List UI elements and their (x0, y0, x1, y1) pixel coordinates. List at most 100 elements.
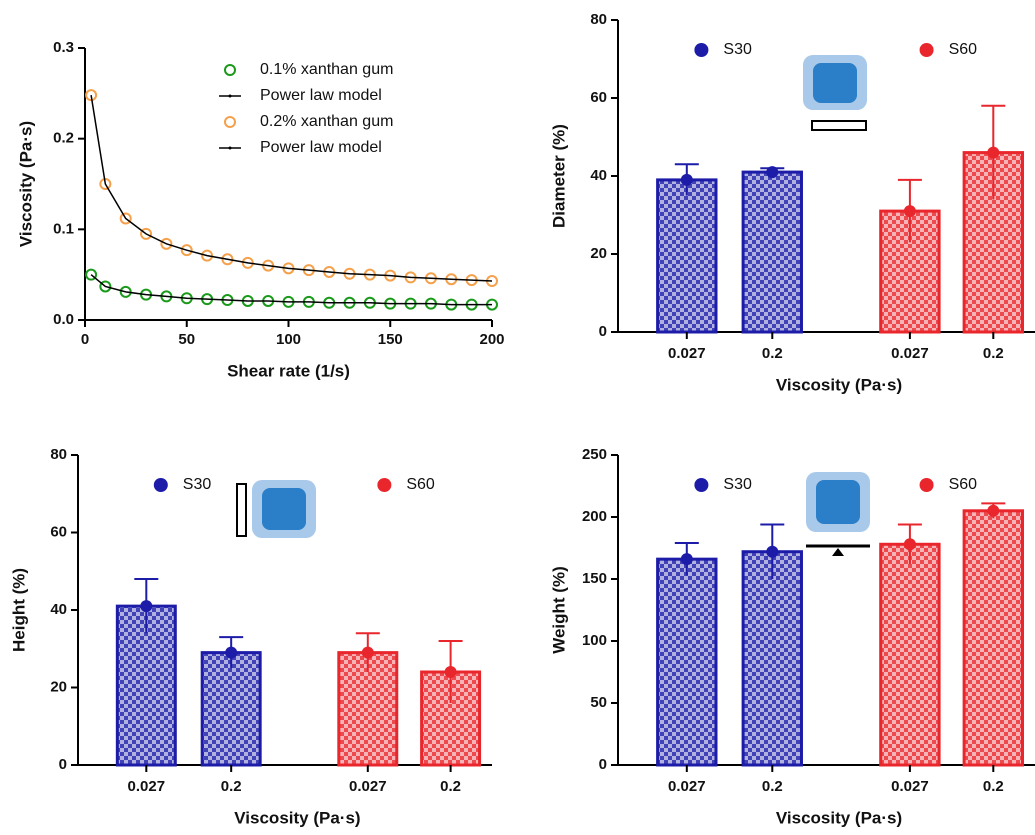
x-tick-label: 0.027 (128, 778, 166, 795)
panel: 0 20 40 60 80 Height (%) 0.027 0.2 S30 0.027 0.2 S6… (9, 446, 492, 827)
y-tick-label: 0.0 (53, 311, 74, 328)
y-tick-label: 40 (50, 601, 67, 618)
x-tick-label: 0.027 (349, 778, 387, 795)
y-axis-label: Viscosity (Pa·s) (16, 121, 35, 247)
y-tick-label: 50 (590, 694, 607, 711)
legend-label: S30 (183, 476, 212, 493)
x-tick-label: 0.027 (891, 345, 929, 362)
data-point (140, 227, 153, 240)
data-point (99, 178, 112, 190)
legend-swatch (377, 478, 392, 492)
x-tick-label: 0.027 (891, 778, 929, 795)
data-point (221, 253, 234, 266)
legend-swatch (228, 94, 232, 98)
x-tick-label: 150 (378, 331, 403, 348)
x-axis-label: Viscosity (Pa·s) (234, 808, 360, 827)
y-tick-label: 0 (599, 756, 607, 773)
ruler-icon (811, 120, 867, 131)
scaffold-icon (803, 55, 867, 110)
legend-swatch (228, 146, 232, 150)
y-tick-label: 40 (590, 167, 607, 184)
mean-dot (225, 646, 238, 659)
y-tick-label: 80 (590, 11, 607, 28)
legend-swatch (919, 478, 934, 492)
legend-swatch (694, 43, 709, 57)
y-tick-label: 20 (590, 245, 607, 262)
mean-dot (987, 504, 1000, 517)
scaffold-icon (806, 472, 870, 532)
legend-label: Power law model (260, 139, 382, 156)
x-tick-label: 0.027 (668, 345, 706, 362)
legend-label: 0.2% xanthan gum (260, 113, 393, 130)
y-tick-label: 150 (582, 570, 607, 587)
y-tick-label: 20 (50, 678, 67, 695)
scaffold-icon (252, 480, 316, 538)
bar (879, 542, 941, 767)
bar (741, 170, 803, 334)
y-axis-label: Weight (%) (549, 566, 568, 654)
model-line (90, 95, 493, 282)
data-point (85, 268, 98, 281)
mean-dot (680, 173, 693, 186)
data-point (99, 280, 112, 293)
x-tick-label: 0.2 (983, 778, 1004, 795)
x-tick-label: 50 (178, 331, 195, 348)
y-axis-label: Diameter (%) (549, 124, 568, 228)
bar (200, 651, 262, 767)
y-tick-label: 0.3 (53, 39, 74, 56)
x-axis-label: Shear rate (1/s) (227, 361, 350, 380)
bar (656, 178, 718, 334)
mean-dot (903, 538, 916, 551)
y-tick-label: 200 (582, 508, 607, 525)
y-tick-label: 250 (582, 446, 607, 463)
model-line (90, 274, 492, 306)
y-tick-label: 80 (50, 446, 67, 463)
legend-label: S60 (949, 41, 978, 58)
y-tick-label: 60 (50, 523, 67, 540)
mean-dot (987, 146, 1000, 159)
legend-label: S30 (723, 41, 752, 58)
panel: 0 50 100 150 200 250 Weight (%) 0.027 0.2 S30 0.02… (549, 446, 1035, 827)
data-point (180, 244, 193, 257)
legend-swatch (694, 478, 709, 492)
bar (656, 557, 718, 767)
mean-dot (766, 166, 779, 179)
y-tick-label: 60 (590, 89, 607, 106)
mean-dot (140, 600, 153, 613)
legend-swatch (919, 43, 934, 57)
ruler-icon (236, 483, 247, 537)
legend-label: S60 (406, 476, 435, 493)
legend-swatch (224, 64, 236, 76)
legend-swatch (153, 478, 168, 492)
x-tick-label: 200 (479, 331, 504, 348)
x-axis-label: Viscosity (Pa·s) (776, 808, 902, 827)
balance-icon (806, 544, 870, 556)
panel: 0 20 40 60 80 Diameter (%) 0.027 0.2 S30 0.027 0.2… (549, 11, 1035, 394)
y-tick-label: 0.1 (53, 220, 74, 237)
x-tick-label: 0.2 (440, 778, 461, 795)
x-tick-label: 0.027 (668, 778, 706, 795)
mean-dot (903, 205, 916, 218)
x-tick-label: 0.2 (762, 778, 783, 795)
mean-dot (361, 646, 374, 659)
x-tick-label: 0.2 (983, 345, 1004, 362)
y-axis-label: Height (%) (9, 568, 28, 652)
legend-label: S30 (723, 476, 752, 493)
legend-label: 0.1% xanthan gum (260, 61, 393, 78)
mean-dot (444, 666, 457, 678)
x-tick-label: 0 (81, 331, 89, 348)
x-axis-label: Viscosity (Pa·s) (776, 375, 902, 394)
bar (741, 550, 803, 767)
mean-dot (680, 553, 693, 566)
bar (962, 509, 1024, 767)
y-tick-label: 100 (582, 632, 607, 649)
y-tick-label: 0 (59, 756, 67, 773)
data-point (160, 237, 173, 250)
y-tick-label: 0 (599, 323, 607, 340)
x-tick-label: 0.2 (221, 778, 242, 795)
y-tick-label: 0.2 (53, 130, 74, 147)
legend-swatch (224, 116, 236, 128)
legend-label: Power law model (260, 87, 382, 104)
panel: 0.0 0.1 0.2 0.3 Viscosity (Pa·s) 0 50 100 150 200… (16, 39, 504, 381)
